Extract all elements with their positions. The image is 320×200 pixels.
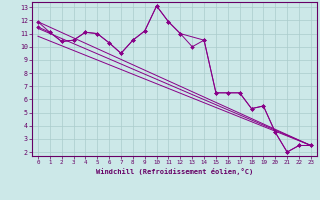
X-axis label: Windchill (Refroidissement éolien,°C): Windchill (Refroidissement éolien,°C): [96, 168, 253, 175]
